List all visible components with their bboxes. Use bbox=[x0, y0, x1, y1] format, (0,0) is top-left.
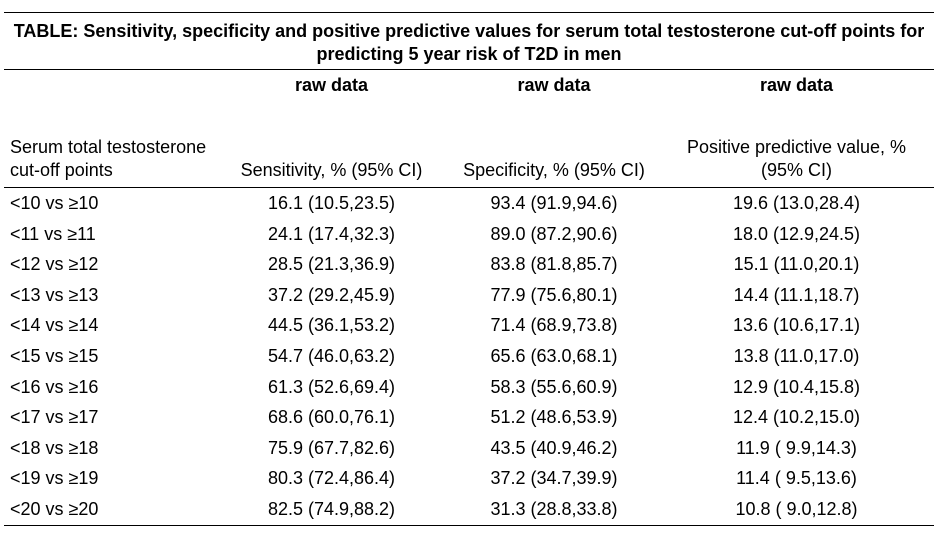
cell-specificity: 71.4 (68.9,73.8) bbox=[490, 315, 618, 336]
cell-sensitivity: 68.6 (60.0,76.1) bbox=[267, 407, 396, 428]
table-row: <20 vs ≥20 82.5 (74.9,88.2) 31.3 (28.8,33.… bbox=[4, 494, 934, 525]
table-row: <12 vs ≥12 28.5 (21.3,36.9) 83.8 (81.8,85.… bbox=[4, 249, 934, 280]
cell-ppv: 11.9 ( 9.9,14.3) bbox=[736, 437, 857, 458]
column-header-row: Serum total testosterone cut-off points … bbox=[4, 100, 934, 187]
cell-cutoff: <15 vs ≥15 bbox=[10, 345, 99, 366]
cell-specificity: 83.8 (81.8,85.7) bbox=[490, 254, 618, 275]
table-row: <10 vs ≥10 16.1 (10.5,23.5) 93.4 (91.9,94.… bbox=[4, 188, 934, 219]
column-header-cutoff: Serum total testosterone cut-off points bbox=[10, 137, 207, 180]
column-header-sensitivity: Sensitivity, % (95% CI) bbox=[240, 160, 423, 180]
group-label-blank bbox=[4, 70, 214, 100]
cell-specificity: 43.5 (40.9,46.2) bbox=[490, 437, 618, 458]
table-row: <16 vs ≥16 61.3 (52.6,69.4) 58.3 (55.6,60.… bbox=[4, 372, 934, 403]
cell-specificity: 31.3 (28.8,33.8) bbox=[490, 498, 618, 519]
table-top-rule bbox=[4, 12, 934, 13]
column-header-ppv: Positive predictive value, % (95% CI) bbox=[686, 137, 907, 180]
group-label-specificity: raw data bbox=[517, 75, 591, 95]
cell-ppv: 18.0 (12.9,24.5) bbox=[732, 223, 861, 244]
header-divider bbox=[4, 187, 934, 188]
cell-ppv: 12.4 (10.2,15.0) bbox=[732, 407, 861, 428]
cell-specificity: 58.3 (55.6,60.9) bbox=[490, 376, 618, 397]
cell-ppv: 11.4 ( 9.5,13.6) bbox=[736, 468, 857, 489]
cell-ppv: 15.1 (11.0,20.1) bbox=[733, 254, 860, 275]
cell-specificity: 93.4 (91.9,94.6) bbox=[490, 193, 618, 213]
cell-ppv: 13.6 (10.6,17.1) bbox=[732, 315, 861, 336]
table-row: <14 vs ≥14 44.5 (36.1,53.2) 71.4 (68.9,73.… bbox=[4, 310, 934, 341]
cell-sensitivity: 44.5 (36.1,53.2) bbox=[267, 315, 396, 336]
table-body: <10 vs ≥10 16.1 (10.5,23.5) 93.4 (91.9,94.… bbox=[4, 188, 934, 525]
table-row: <17 vs ≥17 68.6 (60.0,76.1) 51.2 (48.6,53.… bbox=[4, 402, 934, 433]
cell-ppv: 12.9 (10.4,15.8) bbox=[732, 376, 861, 397]
cell-sensitivity: 82.5 (74.9,88.2) bbox=[267, 498, 396, 519]
cell-sensitivity: 37.2 (29.2,45.9) bbox=[267, 284, 396, 305]
table-row: <13 vs ≥13 37.2 (29.2,45.9) 77.9 (75.6,80.… bbox=[4, 280, 934, 311]
cell-specificity: 65.6 (63.0,68.1) bbox=[490, 345, 618, 366]
cell-specificity: 77.9 (75.6,80.1) bbox=[490, 284, 618, 305]
table-bottom-rule bbox=[4, 524, 934, 526]
cell-cutoff: <12 vs ≥12 bbox=[10, 254, 99, 275]
title-divider bbox=[4, 69, 934, 70]
cell-cutoff: <10 vs ≥10 bbox=[10, 193, 99, 213]
cell-cutoff: <20 vs ≥20 bbox=[10, 498, 99, 519]
cell-cutoff: <17 vs ≥17 bbox=[10, 407, 99, 428]
cell-cutoff: <14 vs ≥14 bbox=[10, 315, 99, 336]
cell-sensitivity: 24.1 (17.4,32.3) bbox=[267, 223, 396, 244]
table-row: <19 vs ≥19 80.3 (72.4,86.4) 37.2 (34.7,39.… bbox=[4, 463, 934, 494]
group-label-ppv: raw data bbox=[759, 75, 834, 95]
cell-cutoff: <13 vs ≥13 bbox=[10, 284, 99, 305]
cell-cutoff: <19 vs ≥19 bbox=[10, 468, 99, 489]
cell-ppv: 13.8 (11.0,17.0) bbox=[733, 345, 860, 366]
table-title: TABLE: Sensitivity, specificity and posi… bbox=[13, 21, 925, 64]
cell-cutoff: <16 vs ≥16 bbox=[10, 376, 99, 397]
cell-sensitivity: 16.1 (10.5,23.5) bbox=[267, 193, 396, 213]
cell-sensitivity: 28.5 (21.3,36.9) bbox=[267, 254, 396, 275]
cell-sensitivity: 75.9 (67.7,82.6) bbox=[267, 437, 396, 458]
group-label-row: raw data raw data raw data bbox=[4, 70, 934, 100]
cell-specificity: 89.0 (87.2,90.6) bbox=[490, 223, 618, 244]
cell-sensitivity: 80.3 (72.4,86.4) bbox=[267, 468, 396, 489]
column-header-specificity: Specificity, % (95% CI) bbox=[463, 160, 645, 180]
results-table: TABLE: Sensitivity, specificity and posi… bbox=[4, 12, 934, 526]
group-label-sensitivity: raw data bbox=[294, 75, 369, 95]
cell-cutoff: <18 vs ≥18 bbox=[10, 437, 99, 458]
cell-cutoff: <11 vs ≥11 bbox=[10, 223, 96, 244]
cell-specificity: 37.2 (34.7,39.9) bbox=[490, 468, 618, 489]
cell-ppv: 14.4 (11.1,18.7) bbox=[733, 284, 860, 305]
table-row: <18 vs ≥18 75.9 (67.7,82.6) 43.5 (40.9,46.… bbox=[4, 433, 934, 464]
table-row: <15 vs ≥15 54.7 (46.0,63.2) 65.6 (63.0,68.… bbox=[4, 341, 934, 372]
table-row: <11 vs ≥11 24.1 (17.4,32.3) 89.0 (87.2,90.… bbox=[4, 219, 934, 250]
cell-sensitivity: 61.3 (52.6,69.4) bbox=[267, 376, 396, 397]
cell-ppv: 19.6 (13.0,28.4) bbox=[732, 193, 861, 213]
cell-ppv: 10.8 ( 9.0,12.8) bbox=[735, 498, 858, 519]
cell-sensitivity: 54.7 (46.0,63.2) bbox=[267, 345, 396, 366]
cell-specificity: 51.2 (48.6,53.9) bbox=[490, 407, 618, 428]
